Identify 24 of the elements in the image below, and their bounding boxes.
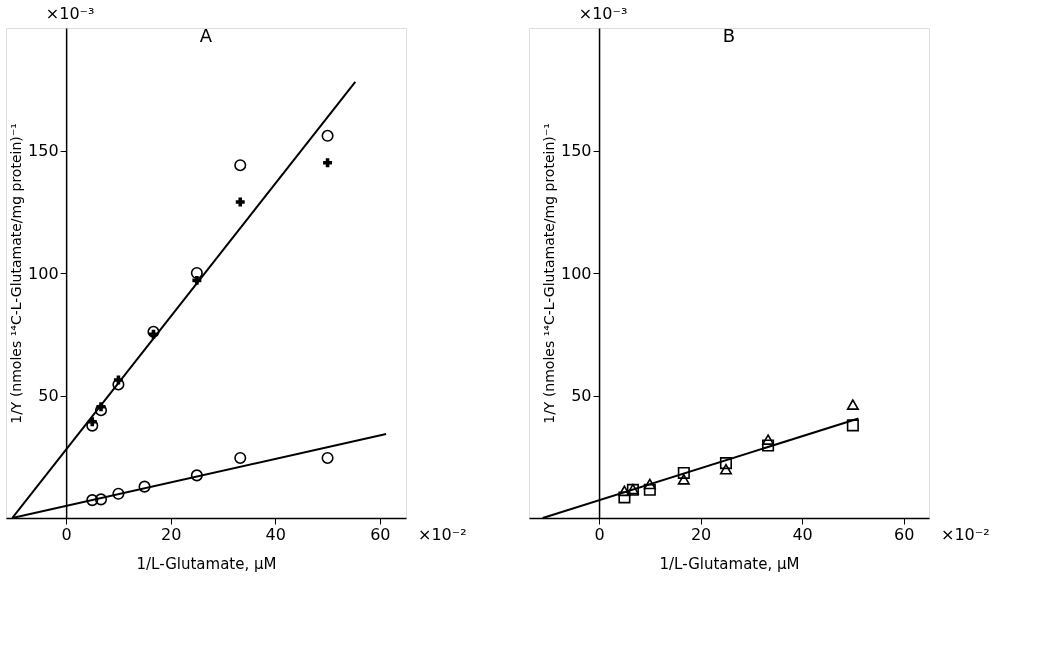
y-tick-label: 50 — [571, 386, 592, 405]
y-tick-label: 50 — [38, 386, 59, 405]
text: ×10⁻² — [941, 525, 990, 544]
y-tick-label: 100 — [28, 263, 59, 283]
chart-title: B — [722, 25, 736, 46]
x-tick-label: 40 — [265, 524, 286, 544]
x-tick-label: 40 — [792, 524, 813, 544]
x-tick-label: 20 — [690, 524, 712, 544]
y-axis-title: 1/Y (nmoles ¹⁴C-L-Glutamate/mg protein)⁻¹ — [541, 123, 558, 424]
x-axis-title: 1/L-Glutamate, μM — [136, 554, 277, 573]
x-tick-label: 0 — [594, 524, 605, 544]
y-tick-label: 100 — [561, 263, 592, 283]
chart-title: A — [199, 25, 213, 46]
y-tick-label: 150 — [561, 141, 592, 160]
x-tick-label: 60 — [893, 524, 915, 544]
y-tick-label: 150 — [28, 141, 59, 160]
text: ×10⁻² — [418, 525, 467, 544]
x-tick-label: 0 — [61, 524, 72, 544]
x-tick-label: 60 — [370, 524, 391, 544]
text: ×10⁻³ — [578, 4, 628, 23]
x-tick-label: 20 — [161, 524, 182, 544]
y-axis-title: 1/Y (nmoles ¹⁴C-L-Glutamate/mg protein)⁻¹ — [8, 123, 25, 424]
text: ×10⁻³ — [45, 4, 95, 23]
x-axis-title: 1/L-Glutamate, μM — [659, 554, 800, 573]
